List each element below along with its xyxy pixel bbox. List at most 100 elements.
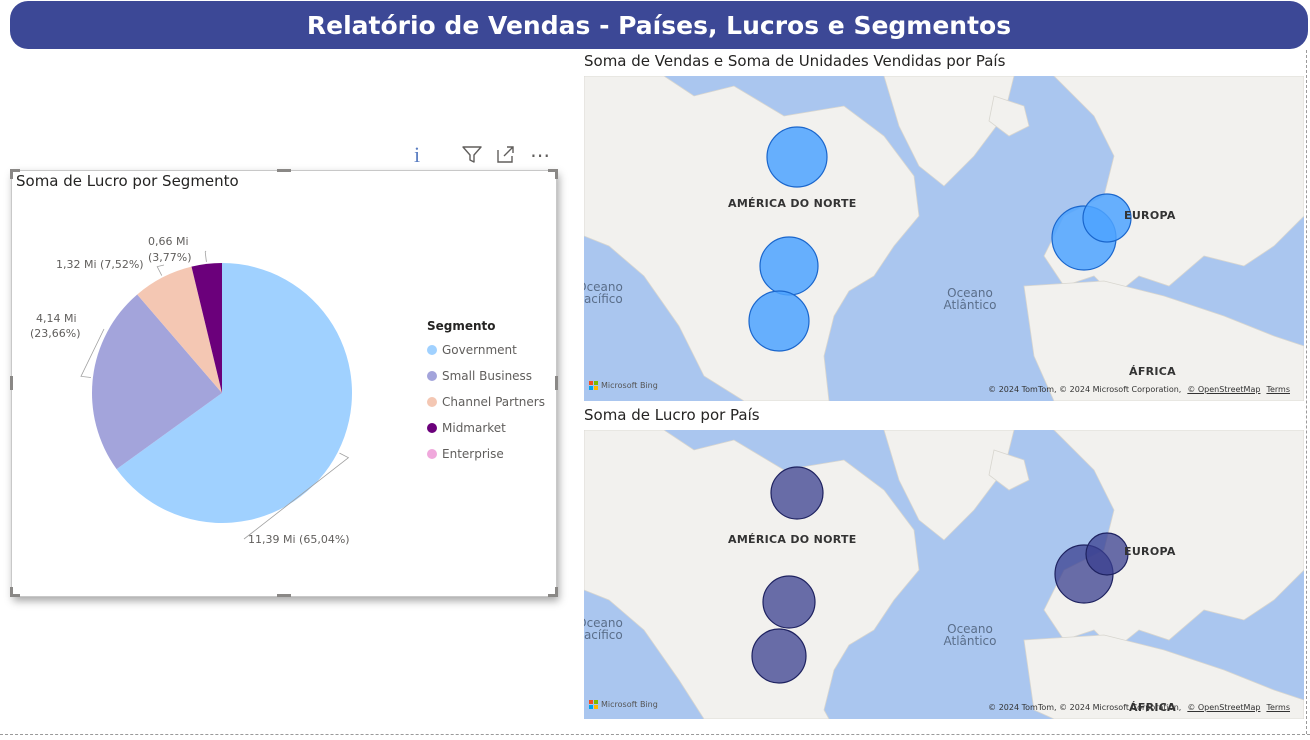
legend-item-small-business[interactable]: Small Business [427,363,545,389]
profit-bubbles [751,466,1129,684]
filter-icon-glyph [462,146,482,163]
map-label-europe: EUROPA [1124,545,1176,558]
resize-handle-top-right-v[interactable] [555,169,558,179]
pie-slice-channel-partners[interactable] [137,266,222,393]
bing-logo: Microsoft Bing [589,700,658,709]
country-bubble-germany[interactable] [1082,193,1132,243]
legend-dot-government [427,345,437,355]
legend-label-channel-partners: Channel Partners [442,395,545,409]
resize-handle-mid-left[interactable] [10,376,13,390]
resize-handle-top-left-v[interactable] [10,169,13,179]
visual-header-toolbar: i ⋯ [408,142,558,168]
terms-link[interactable]: Terms [1266,385,1290,394]
sales-map-title: Soma de Vendas e Soma de Unidades Vendid… [584,52,1006,70]
more-options-icon: ⋯ [530,143,550,167]
pie-slice-small-business[interactable] [92,294,223,470]
leader-line-small-business [80,328,105,378]
country-bubble-germany[interactable] [1085,532,1129,576]
legend-dot-channel-partners [427,397,437,407]
resize-handle-top-left[interactable] [10,169,20,172]
bing-label: Microsoft Bing [601,700,658,709]
country-bubble-canada[interactable] [770,466,824,520]
label-small-business-line1: 4,14 Mi [36,312,77,325]
landmass [584,76,1304,401]
pie-chart-card[interactable]: Soma de Lucro por Segmento 11,39 Mi (65,… [10,169,558,597]
resize-handle-bottom-left-v[interactable] [10,587,13,597]
legend-dot-enterprise [427,449,437,459]
label-government: 11,39 Mi (65,04%) [248,533,350,546]
sales-bubbles [748,126,1132,352]
map-label-africa: ÁFRICA [1129,365,1176,378]
legend-label-small-business: Small Business [442,369,533,383]
label-midmarket-line2: (3,77%) [148,251,192,264]
sales-map[interactable]: AMÉRICA DO NORTE EUROPA ÁFRICA Oceano At… [584,76,1304,401]
leader-line-government [243,452,350,540]
map-attribution: © 2024 TomTom, © 2024 Microsoft Corporat… [988,385,1290,394]
country-bubble-usa[interactable] [762,575,816,629]
focus-mode-icon-glyph [497,146,514,163]
leader-line-midmarket [204,250,207,262]
resize-handle-bottom-left[interactable] [10,594,20,597]
profit-map-basemap [584,430,1304,719]
bing-label: Microsoft Bing [601,381,658,390]
osm-link[interactable]: © OpenStreetMap [1187,385,1261,394]
page-right-border [1306,50,1307,734]
legend-label-enterprise: Enterprise [442,447,504,461]
microsoft-logo-icon [589,700,598,709]
osm-link[interactable]: © OpenStreetMap [1187,703,1261,712]
legend-item-channel-partners[interactable]: Channel Partners [427,389,545,415]
pie-chart: 11,39 Mi (65,04%) 4,14 Mi (23,66%) 1,32 … [30,235,353,546]
filter-icon[interactable] [460,142,484,168]
attribution-text: © 2024 TomTom, © 2024 Microsoft Corporat… [988,385,1182,394]
country-bubble-mexico[interactable] [748,290,810,352]
pie-chart-title: Soma de Lucro por Segmento [16,172,239,190]
legend-item-midmarket[interactable]: Midmarket [427,415,545,441]
resize-handle-bottom-right-v[interactable] [555,587,558,597]
map-attribution: © 2024 TomTom, © 2024 Microsoft Corporat… [988,703,1290,712]
country-bubble-usa[interactable] [759,236,819,296]
info-icon[interactable]: i [408,142,426,168]
report-title-banner: Relatório de Vendas - Países, Lucros e S… [10,1,1308,49]
legend-label-government: Government [442,343,517,357]
resize-handle-mid-right[interactable] [555,376,558,390]
pie-slices [92,263,353,523]
map-label-africa: ÁFRICA [1129,701,1176,714]
label-small-business-line2: (23,66%) [30,327,81,340]
pie-leader-lines [80,250,350,540]
label-channel-partners: 1,32 Mi (7,52%) [56,258,144,271]
map-label-europe: EUROPA [1124,209,1176,222]
ocean-label-atlantic: Oceano Atlântico [943,622,997,648]
bing-logo: Microsoft Bing [589,381,658,390]
legend-title: Segmento [427,319,496,333]
country-bubble-mexico[interactable] [751,628,807,684]
info-glyph: i [413,142,421,167]
legend-item-government[interactable]: Government [427,337,545,363]
legend-item-enterprise[interactable]: Enterprise [427,441,545,467]
map-label-north-america: AMÉRICA DO NORTE [728,197,857,210]
profit-map-title: Soma de Lucro por País [584,406,760,424]
legend-label-midmarket: Midmarket [442,421,506,435]
terms-link[interactable]: Terms [1266,703,1290,712]
focus-mode-icon[interactable] [494,142,518,168]
pie-slice-government[interactable] [116,263,353,523]
label-midmarket-line1: 0,66 Mi [148,235,189,248]
map-label-north-america: AMÉRICA DO NORTE [728,533,857,546]
page-bottom-border [0,734,1310,735]
profit-map[interactable]: AMÉRICA DO NORTE EUROPA ÁFRICA Oceano At… [584,430,1304,719]
pie-legend: Segmento Government Small Business Chann… [427,319,545,467]
report-title: Relatório de Vendas - Países, Lucros e S… [306,10,1012,40]
country-bubble-canada[interactable] [766,126,828,188]
resize-handle-top-mid[interactable] [277,169,291,172]
attribution-text: © 2024 TomTom, © 2024 Microsoft Corporat… [988,703,1182,712]
more-options-button[interactable]: ⋯ [526,142,554,168]
ocean-label-pacific: Oceano Pacífico [584,280,623,306]
ocean-label-pacific: Oceano Pacífico [584,616,623,642]
resize-handle-top-right[interactable] [548,169,558,172]
resize-handle-bottom-right[interactable] [548,594,558,597]
microsoft-logo-icon [589,381,598,390]
leader-line-channel-partners [156,264,165,276]
resize-handle-bottom-mid[interactable] [277,594,291,597]
ocean-label-atlantic: Oceano Atlântico [943,286,997,312]
pie-slice-midmarket[interactable] [191,263,222,393]
legend-dot-midmarket [427,423,437,433]
